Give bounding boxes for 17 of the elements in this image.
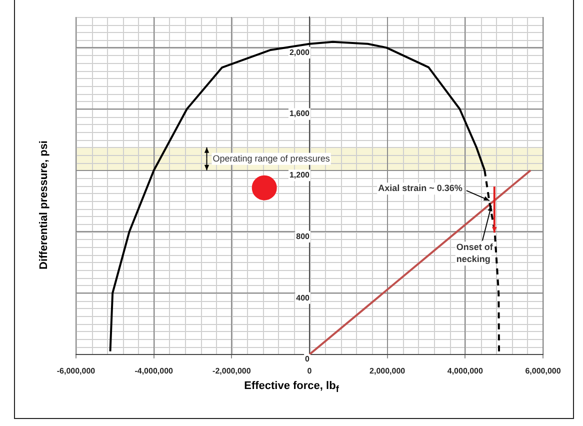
y-tick-label: 1,200 — [289, 170, 310, 180]
y-tick-label: 2,000 — [289, 48, 310, 57]
y-tick-label: 0 — [305, 354, 310, 364]
y-tick-label: 800 — [296, 232, 310, 241]
x-tick-label: -6,000,000 — [56, 366, 96, 376]
annotation: Onset of necking — [456, 242, 494, 264]
x-tick-label: -4,000,000 — [134, 366, 174, 376]
y-tick-label: 1,600 — [289, 109, 310, 118]
x-tick-label: 6,000,000 — [525, 366, 562, 376]
x-tick-label: 4,000,000 — [447, 366, 484, 376]
y-tick-label: 400 — [296, 293, 310, 302]
x-tick-label: 2,000,000 — [370, 366, 406, 376]
annotation: Axial strain ~ 0.36% — [378, 183, 462, 194]
band-label: Operating range of pressures — [212, 153, 330, 164]
x-tick-label: -2,000,000 — [212, 366, 252, 376]
y-axis-title: Differential pressure, psi — [38, 140, 50, 270]
x-axis-title: Effective force, lb$_{f}$ — [243, 380, 340, 394]
